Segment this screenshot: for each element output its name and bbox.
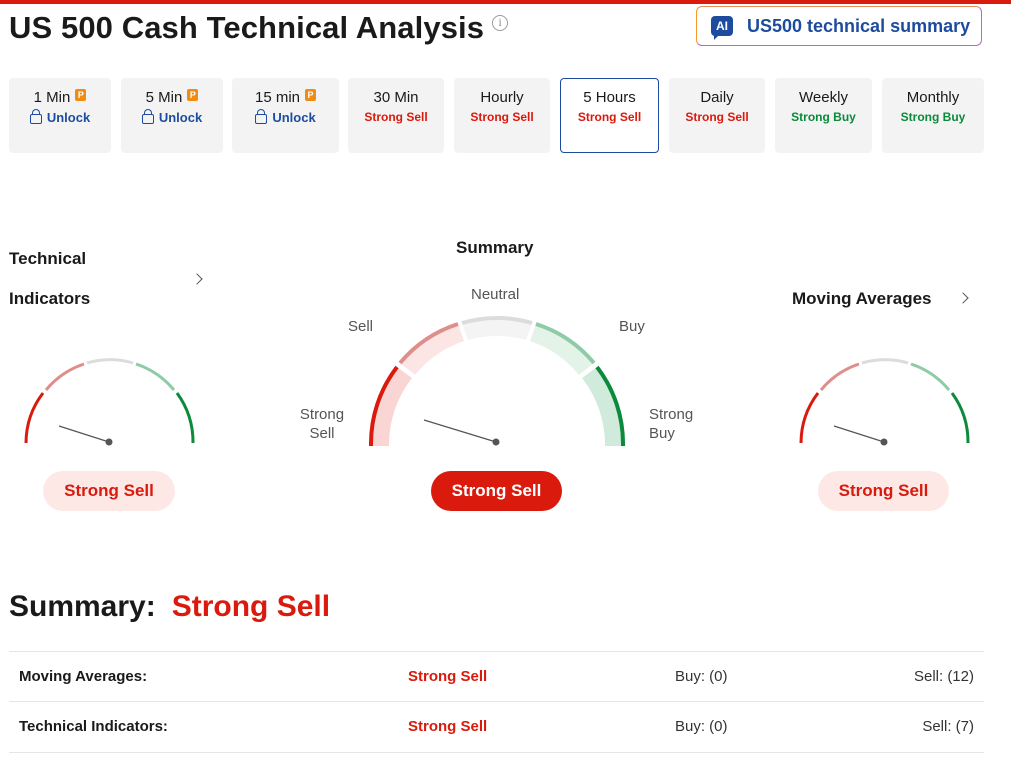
tab-monthly[interactable]: Monthly Strong Buy — [882, 78, 984, 153]
gauge-needle — [833, 425, 885, 443]
gauge-label-buy: Buy — [619, 318, 645, 335]
gauge-pivot — [492, 438, 500, 446]
tab-label: 30 Min — [373, 89, 419, 106]
gauge-arc-sell — [398, 322, 459, 365]
tab-daily[interactable]: Daily Strong Sell — [669, 78, 765, 153]
unlock-link[interactable]: Unlock — [255, 108, 316, 125]
page-header: US 500 Cash Technical Analysis i — [9, 6, 509, 50]
unlock-link[interactable]: Unlock — [29, 108, 90, 125]
technical-gauge — [24, 358, 195, 446]
chevron-right-icon[interactable] — [191, 273, 203, 285]
moving-averages-gauge — [799, 358, 970, 446]
gauge-label-neutral: Neutral — [471, 286, 520, 303]
gauge-seg-neutral — [86, 358, 134, 365]
gauge-label-strong-buy: Strong Buy — [649, 406, 694, 442]
summary-heading: Summary: Strong Sell — [9, 590, 330, 624]
tab-status: Strong Sell — [577, 110, 642, 124]
tab-status: Strong Sell — [470, 110, 534, 124]
summary-result-badge: Strong Sell — [431, 471, 562, 511]
tab-status: Strong Buy — [791, 110, 856, 124]
gauge-seg-sell — [44, 362, 85, 391]
gauge-seg-strong-sell — [799, 392, 820, 444]
gauge-seg-strong-sell — [24, 392, 45, 444]
ai-summary-button[interactable]: AI US500 technical summary — [696, 6, 982, 46]
technical-result-badge: Strong Sell — [43, 471, 175, 511]
tab-status: Strong Sell — [685, 110, 749, 124]
info-icon[interactable]: i — [492, 15, 509, 31]
gauge-arc-buy — [535, 322, 596, 365]
tab-status: Strong Sell — [364, 110, 428, 124]
gauge-band-strong-sell — [370, 367, 412, 446]
gauge-seg-sell — [819, 362, 860, 391]
summary-gauge — [368, 316, 626, 447]
summary-gauge-title: Summary — [456, 238, 534, 257]
top-accent-bar — [0, 0, 1011, 4]
pro-icon: P — [187, 88, 199, 101]
tab-status: Strong Buy — [900, 110, 966, 124]
tab-5-hours[interactable]: 5 Hours Strong Sell — [560, 78, 659, 153]
tab-weekly[interactable]: Weekly Strong Buy — [775, 78, 872, 153]
row-sell-count: Sell: (7) — [922, 718, 974, 735]
gauge-seg-neutral — [861, 358, 909, 365]
tab-label: Hourly — [480, 89, 524, 106]
row-signal: Strong Sell — [408, 718, 488, 735]
tab-label: 1 Min — [33, 89, 71, 106]
lock-icon — [29, 108, 42, 124]
gauge-arc-strong-sell — [368, 365, 399, 447]
row-buy-count: Buy: (0) — [675, 668, 728, 685]
tab-label: 5 Hours — [583, 89, 636, 106]
lock-icon — [141, 108, 154, 124]
gauge-band-sell — [400, 324, 464, 375]
row-name: Technical Indicators: — [19, 718, 168, 735]
tab-label: 15 min — [254, 89, 301, 106]
row-signal: Strong Sell — [408, 668, 488, 685]
tab-5-min[interactable]: 5 Min P Unlock — [121, 78, 223, 153]
tab-hourly[interactable]: Hourly Strong Sell — [454, 78, 550, 153]
gauge-needle — [423, 419, 497, 443]
gauge-pivot — [105, 438, 113, 446]
tab-label: Monthly — [906, 89, 960, 106]
ai-summary-label: US500 technical summary — [747, 15, 971, 36]
tab-30-min[interactable]: 30 Min Strong Sell — [348, 78, 444, 153]
row-sell-count: Sell: (12) — [913, 668, 974, 685]
tab-label: 5 Min — [145, 89, 183, 106]
row-name: Moving Averages: — [19, 668, 148, 685]
moving-averages-title[interactable]: Moving Averages — [792, 289, 932, 308]
tab-label: Daily — [700, 89, 734, 106]
gauge-label-strong-sell: Strong Sell — [299, 406, 345, 442]
tab-label: Weekly — [799, 89, 848, 106]
tab-1-min[interactable]: 1 Min P Unlock — [9, 78, 111, 153]
technical-indicators-title[interactable]: Technical — [9, 249, 87, 268]
gauge-seg-buy — [135, 362, 176, 391]
technical-indicators-title-line2[interactable]: Indicators — [9, 289, 91, 308]
tab-15-min[interactable]: 15 min P Unlock — [232, 78, 339, 153]
summary-heading-label: Summary: — [9, 590, 156, 623]
table-row: Moving Averages: Strong Sell Buy: (0) Se… — [9, 651, 984, 702]
unlock-link[interactable]: Unlock — [141, 108, 202, 125]
chevron-right-icon[interactable] — [957, 292, 969, 304]
gauge-seg-strong-buy — [175, 392, 195, 444]
summary-heading-value: Strong Sell — [171, 590, 331, 623]
table-row: Technical Indicators: Strong Sell Buy: (… — [9, 701, 984, 753]
pro-icon: P — [305, 88, 317, 101]
gauge-seg-buy — [910, 362, 951, 391]
moving-averages-result-badge: Strong Sell — [818, 471, 949, 511]
gauge-band-strong-buy — [582, 367, 624, 446]
row-buy-count: Buy: (0) — [675, 718, 728, 735]
ai-chat-icon: AI — [711, 16, 733, 40]
page-title: US 500 Cash Technical Analysis — [9, 10, 485, 45]
pro-icon: P — [75, 88, 87, 101]
lock-icon — [255, 108, 268, 124]
gauge-arc-strong-buy — [595, 365, 626, 447]
gauge-arc-neutral — [461, 316, 533, 325]
gauge-label-sell: Sell — [348, 318, 374, 335]
gauge-seg-strong-buy — [950, 392, 970, 444]
gauge-band-neutral — [462, 318, 532, 340]
gauge-needle — [58, 425, 110, 443]
gauge-band-buy — [530, 324, 594, 375]
gauge-pivot — [880, 438, 888, 446]
